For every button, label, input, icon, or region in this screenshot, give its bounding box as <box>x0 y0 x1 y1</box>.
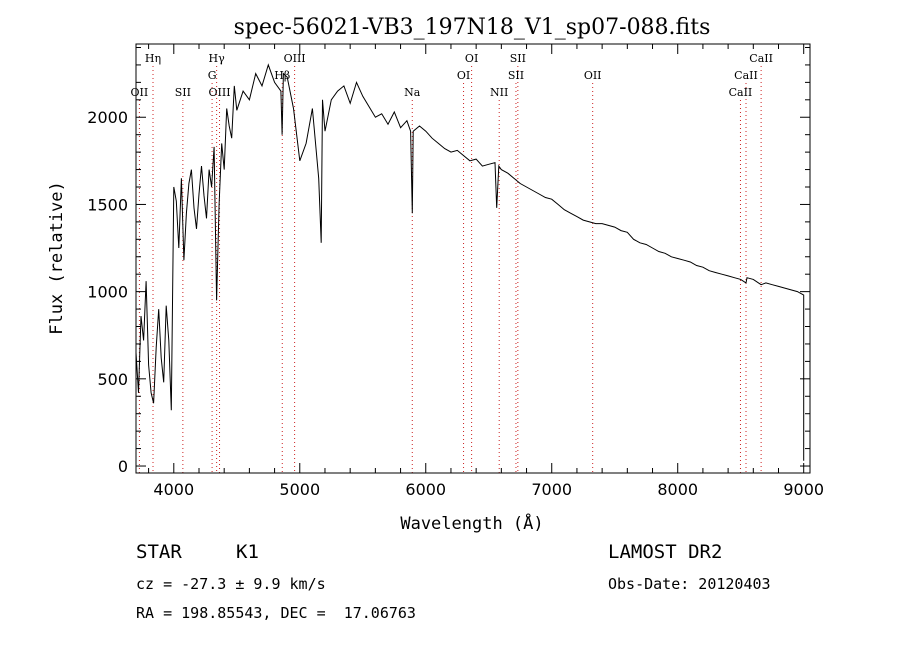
x-tick-label: 6000 <box>405 480 446 499</box>
spectral-line-label: SII <box>175 86 191 99</box>
y-axis-label: Flux (relative) <box>47 181 67 335</box>
y-tick-label: 2000 <box>87 108 128 127</box>
spectral-line-label: OI <box>465 52 478 65</box>
redshift-velocity: cz = -27.3 ± 9.9 km/s <box>136 575 326 593</box>
y-tick-label: 0 <box>118 457 128 476</box>
coordinates: RA = 198.85543, DEC = 17.06763 <box>136 604 416 622</box>
spectral-line-label: OI <box>457 69 470 82</box>
x-axis: 4000 5000 6000 7000 8000 9000 <box>148 44 824 499</box>
y-tick-label: 1500 <box>87 195 128 214</box>
spectral-line-label: Hη <box>145 52 161 65</box>
x-tick-label: 7000 <box>531 480 572 499</box>
plot-frame <box>135 43 811 474</box>
spectral-line-label: OIII <box>208 86 230 99</box>
x-tick-label: 5000 <box>279 480 320 499</box>
spectral-line-label: CaII <box>734 69 758 82</box>
spectral-line-label: NII <box>490 86 508 99</box>
spectral-line-label: Hβ <box>274 69 290 82</box>
spectral-line-label: CaII <box>749 52 773 65</box>
y-axis: 0 500 1000 1500 2000 <box>87 46 810 476</box>
spectral-line-label: OIII <box>284 52 306 65</box>
x-tick-label: 8000 <box>657 480 698 499</box>
object-subclass: K1 <box>236 541 259 563</box>
y-tick-label: 1000 <box>87 283 128 302</box>
spectral-line-label: SII <box>508 69 524 82</box>
spectral-line-label: Na <box>404 86 421 99</box>
spectral-line-label: CaII <box>729 86 753 99</box>
spectral-line-label: OII <box>584 69 602 82</box>
x-tick-label: 9000 <box>783 480 824 499</box>
x-tick-label: 4000 <box>153 480 194 499</box>
object-class: STAR <box>136 541 182 563</box>
x-axis-label: Wavelength (Å) <box>400 512 543 534</box>
survey-name: LAMOST DR2 <box>608 541 723 563</box>
spectrum-series-line <box>135 63 805 461</box>
y-tick-label: 500 <box>97 370 128 389</box>
observation-date: Obs-Date: 20120403 <box>608 575 771 593</box>
spectral-line-label: G <box>208 69 217 82</box>
spectral-line-label: OII <box>131 86 149 99</box>
chart-title: spec-56021-VB3_197N18_V1_sp07-088.fits <box>234 15 711 40</box>
spectral-line-label: Hγ <box>209 52 226 65</box>
spectral-line-label: SII <box>510 52 526 65</box>
